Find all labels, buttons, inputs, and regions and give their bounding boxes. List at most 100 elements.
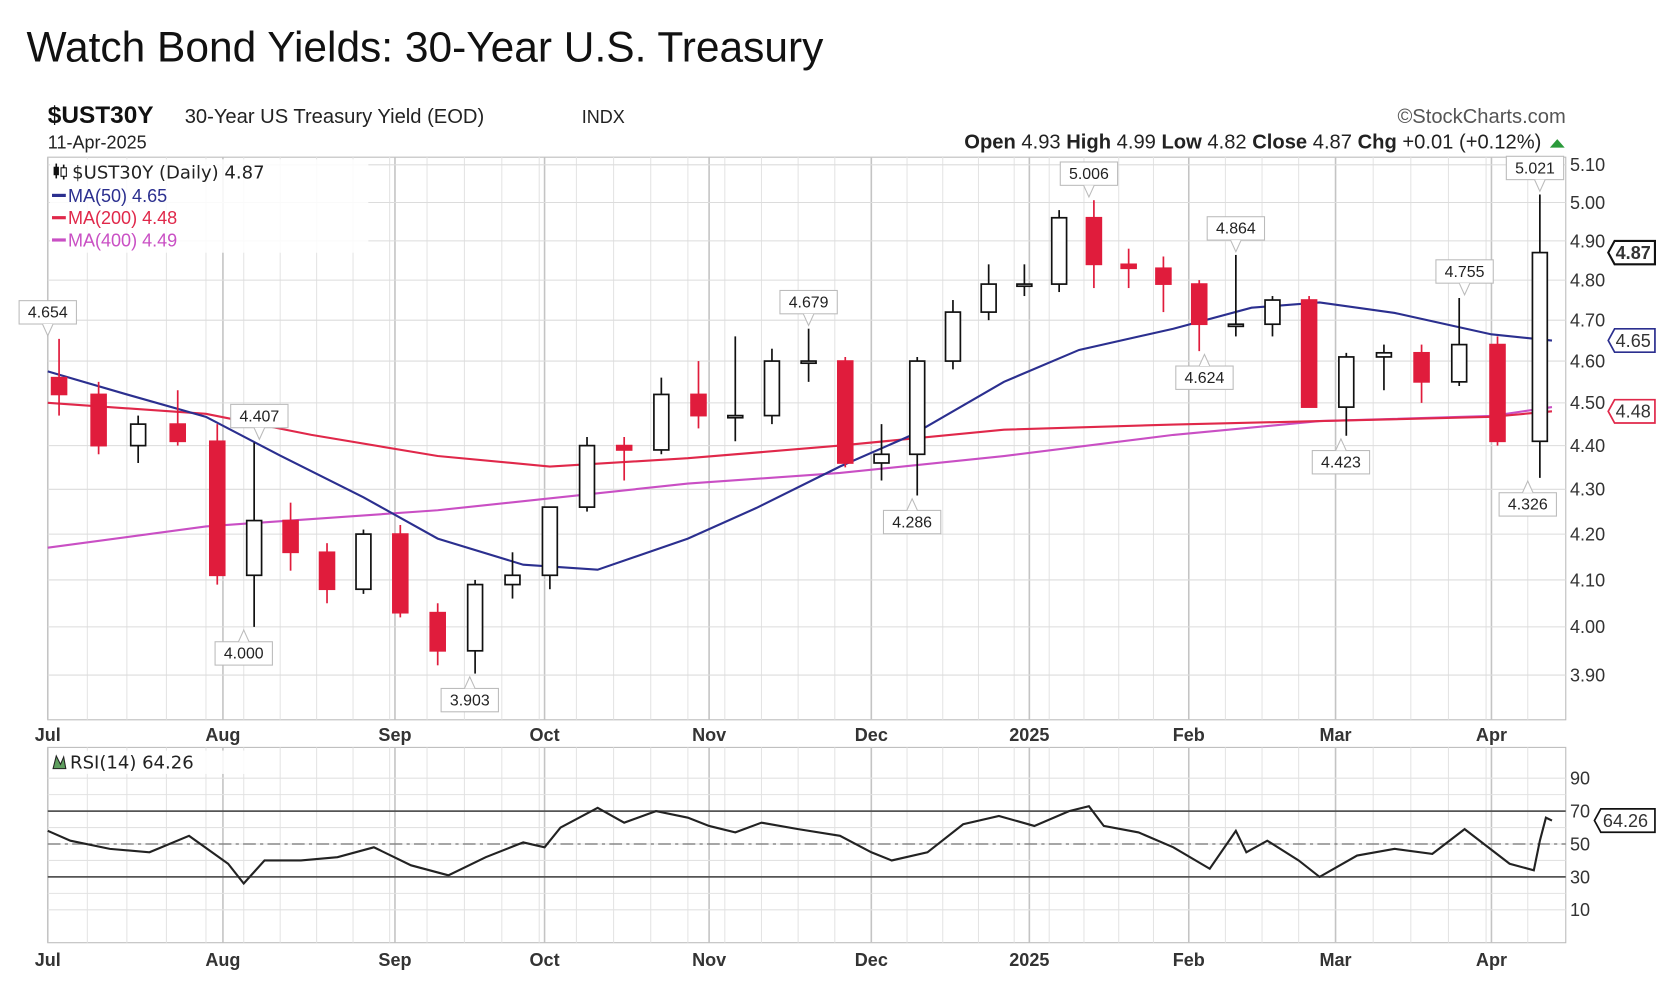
high-value: 4.99 [1117,132,1156,154]
symbol-description: 30-Year US Treasury Yield (EOD) [185,106,484,128]
value-tag-text: 4.48 [1616,402,1651,422]
candle [653,377,670,455]
candle-body [873,453,890,464]
candle-body [392,533,409,614]
candle [873,424,890,481]
candle-body [1155,267,1172,285]
annotation-pointer [1458,282,1471,297]
y-tick-label: 4.00 [1570,617,1605,637]
rsi-value-tag: 64.26 [1593,808,1656,834]
rsi-icon [52,754,67,770]
peak-annotation: 4.864 [1206,216,1266,254]
candle-body [578,444,596,508]
candle [980,264,997,321]
y-tick-label: 4.60 [1570,351,1605,371]
y-tick-label: 4.10 [1570,570,1605,590]
annotation-pointer [1534,179,1546,193]
y-tick-label: 4.20 [1570,524,1605,544]
candle-body [1413,351,1430,383]
candle [1120,248,1137,289]
rsi-panel: Jul Aug Sep Oct Nov Dec 2025 Feb Mar Apr 10 30 50 70 9… [35,746,1656,970]
y-tick-label: 3.90 [1570,665,1605,685]
low-label: Low [1161,132,1202,154]
ohlc-summary: Open 4.93 High 4.99 Low 4.82 Close 4.87 … [964,132,1541,154]
candle [504,552,521,599]
change-value: +0.01 (+0.12%) [1402,132,1541,154]
peak-annotation: 4.423 [1311,437,1371,475]
price-legend: $UST30Y (Daily) 4.87 MA(50) 4.65 MA(200)… [49,159,369,253]
rsi-legend: RSI(14) 64.26 [49,750,279,774]
candle [1264,296,1281,337]
candle [1050,210,1068,293]
candle-body [245,519,263,577]
value-tag-text: 4.65 [1616,331,1651,351]
y-tick-label: 5.10 [1570,155,1605,175]
candle-body [466,583,484,652]
candle-body [50,376,68,396]
candle [1375,344,1393,391]
candle [615,436,633,481]
candle [1413,344,1430,403]
page-title: Watch Bond Yields: 30-Year U.S. Treasury [27,24,825,71]
peak-annotation: 4.000 [214,628,273,666]
symbol: $UST30Y [48,102,154,129]
rsi-y-tick-label: 50 [1570,834,1590,854]
x-tick-label: Sep [378,725,411,745]
annotation-pointer [1521,479,1534,493]
candle-body [1120,263,1137,270]
x-tick-label: Nov [692,725,726,745]
annotation-pointer [41,323,54,337]
candle-body [429,611,446,652]
x-tick-label: Oct [530,725,560,745]
rsi-y-tick-label: 70 [1570,801,1590,821]
candle-body [944,311,962,362]
candle [1450,298,1468,387]
candle [944,300,962,370]
legend-rsi: RSI(14) 64.26 [70,753,194,774]
last-price-tag: 4.87 [1607,239,1656,266]
close-value: 4.87 [1313,132,1352,154]
candle-body [1375,351,1393,358]
candle-body [169,423,187,443]
candle-body [800,360,817,365]
candle [1489,336,1506,446]
candle-body [763,360,781,417]
candle-body [129,423,147,447]
annotation-pointer [1335,437,1347,451]
annotation-value: 4.679 [789,294,829,311]
rsi-y-tick-label: 10 [1570,900,1590,920]
value-tag-box [1593,808,1656,834]
annotation-pointer [1198,353,1211,367]
rsi-x-tick-label: Mar [1320,950,1352,970]
candle [908,356,926,496]
candle [355,529,372,594]
candle-body [318,551,336,591]
y-tick-label: 5.00 [1570,193,1605,213]
candle [1155,256,1172,313]
candle [282,502,299,571]
annotation-value: 5.021 [1515,160,1555,177]
candle [727,336,744,442]
candle-body [1450,343,1468,383]
annotation-value: 4.624 [1185,370,1225,387]
rsi-x-tick-label: Jul [35,950,61,970]
candle [578,436,596,512]
candle-body [1085,216,1103,266]
annotation-value: 4.755 [1445,264,1485,281]
watermark: ©StockCharts.com [1397,106,1565,128]
candle [836,356,854,468]
candlestick-icon [53,163,67,180]
rsi-x-tick-label: Nov [692,950,726,970]
annotation-pointer [463,675,476,689]
candle-body [1489,343,1506,443]
candle [245,442,263,627]
peak-annotation: 4.286 [882,497,942,535]
candle [1085,200,1103,289]
y-tick-label: 4.80 [1570,270,1605,290]
candle [1016,264,1033,297]
annotation-pointer [802,313,815,327]
candle [1190,280,1208,352]
candle-body [1227,323,1245,328]
candle [169,390,187,446]
annotation-value: 4.423 [1321,455,1361,472]
